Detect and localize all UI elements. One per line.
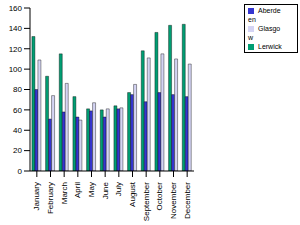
svg-text:80: 80 bbox=[13, 85, 22, 94]
svg-text:December: December bbox=[183, 182, 192, 219]
svg-text:September: September bbox=[142, 182, 151, 221]
svg-text:40: 40 bbox=[13, 126, 22, 135]
svg-text:August: August bbox=[128, 181, 137, 207]
svg-text:July: July bbox=[114, 182, 123, 196]
svg-text:0: 0 bbox=[18, 167, 23, 176]
svg-text:60: 60 bbox=[13, 106, 22, 115]
html-text:Aberdeen: Aberdeen bbox=[248, 7, 281, 23]
svg-text:100: 100 bbox=[9, 65, 23, 74]
svg-text:April: April bbox=[73, 182, 82, 198]
svg-text:May: May bbox=[87, 182, 96, 197]
svg-text:140: 140 bbox=[9, 24, 23, 33]
svg-text:20: 20 bbox=[13, 146, 22, 155]
html-text:Glasgow: Glasgow bbox=[248, 25, 281, 41]
svg-text:February: February bbox=[46, 182, 55, 214]
svg-text:January: January bbox=[32, 182, 41, 210]
svg-text:120: 120 bbox=[9, 45, 23, 54]
svg-text:160: 160 bbox=[9, 4, 23, 13]
svg-text:June: June bbox=[101, 181, 110, 199]
svg-text:November: November bbox=[169, 182, 178, 219]
html-text:Lerwick: Lerwick bbox=[258, 43, 282, 50]
svg-text:October: October bbox=[155, 182, 164, 211]
svg-text:March: March bbox=[60, 182, 69, 204]
